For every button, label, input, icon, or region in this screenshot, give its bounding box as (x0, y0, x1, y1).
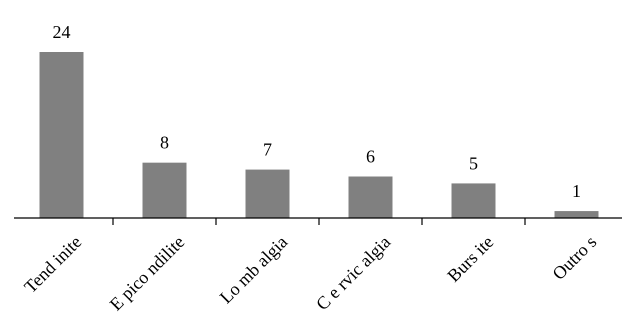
category-label-5: Outro s (548, 232, 600, 284)
category-labels-group: Tend inite E pico ndilite Lo mb algia C e r… (20, 232, 600, 315)
value-label-4: 5 (469, 153, 478, 173)
bar-5 (554, 211, 599, 218)
x-axis-ticks-group (112, 218, 526, 225)
category-label-1: E pico ndilite (106, 232, 189, 315)
bar-4 (451, 183, 496, 218)
category-label-3: C e rvic algia (312, 232, 394, 314)
bar-2 (245, 169, 290, 218)
category-label-2: Lo mb algia (216, 232, 292, 308)
value-label-2: 7 (263, 140, 272, 160)
value-label-0: 24 (53, 22, 71, 42)
bar-3 (348, 176, 393, 218)
value-label-3: 6 (366, 147, 375, 167)
bar-1 (142, 162, 187, 218)
category-label-4: Burs ite (443, 232, 497, 286)
category-label-0: Tend inite (20, 232, 85, 297)
bars-group (39, 52, 599, 218)
bar-0 (39, 52, 84, 218)
value-label-5: 1 (572, 181, 581, 201)
value-labels-group: 24 8 7 6 5 1 (53, 22, 582, 201)
value-label-1: 8 (160, 133, 169, 153)
